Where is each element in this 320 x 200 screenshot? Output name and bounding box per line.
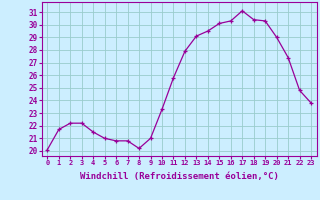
X-axis label: Windchill (Refroidissement éolien,°C): Windchill (Refroidissement éolien,°C) — [80, 172, 279, 181]
